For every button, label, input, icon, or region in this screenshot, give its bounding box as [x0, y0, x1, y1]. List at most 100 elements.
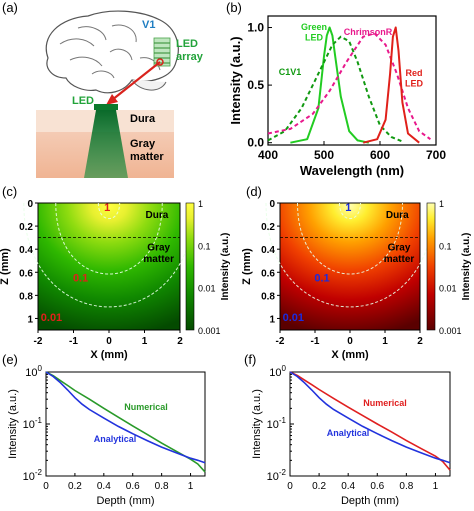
y-tick-label: 0.0 — [247, 136, 264, 150]
x-tick-label: -2 — [34, 336, 43, 347]
colorbar-tick-label: 1 — [439, 199, 444, 209]
y-axis-label: Z (mm) — [241, 248, 253, 285]
series-line — [289, 371, 451, 464]
y-tick-label: 0.8 — [261, 291, 275, 302]
dura-label: Dura — [146, 210, 169, 221]
y-tick-label: 10-2 — [23, 468, 43, 483]
contour-label: 1 — [104, 202, 110, 214]
gray-matter-label: Gray matter — [384, 242, 415, 265]
panel-label-d: (d) — [246, 184, 262, 199]
contour-label: 0.01 — [283, 312, 304, 324]
label-chrimsonr: ChrimsonR — [344, 27, 393, 37]
label-green-led: Green LED — [301, 22, 327, 42]
x-tick-label: 0 — [347, 336, 353, 347]
v1-label: V1 — [142, 19, 156, 31]
y-tick-label: 10-2 — [267, 468, 287, 483]
y-axis-label: Intensity (a.u.) — [251, 389, 263, 459]
colorbar — [426, 202, 436, 331]
y-tick-label: 0.5 — [247, 78, 264, 92]
y-tick-label: 0.4 — [19, 245, 33, 256]
x-tick-label: 0 — [287, 481, 293, 492]
series-label: Numerical — [124, 402, 168, 412]
label-red-led: Red LED — [405, 68, 424, 88]
y-tick-label: 0 — [269, 199, 275, 210]
dura-label: Dura — [386, 210, 409, 221]
panel-label-a: (a) — [2, 0, 18, 15]
y-tick-label: 100 — [25, 364, 42, 379]
x-axis-label: Depth (mm) — [96, 495, 154, 507]
contour-label: 0.01 — [41, 312, 62, 324]
y-tick-label: 0.8 — [19, 291, 33, 302]
heatmap-image — [279, 202, 421, 331]
heatmap-chart-d: Dura Gray matter 1 0.1 0.01 -2 -1 0 1 2 0 0.2 0.4 0.6 0… — [241, 199, 472, 361]
x-tick-label: 0 — [43, 481, 49, 492]
series-line — [362, 26, 420, 144]
series-label: Numerical — [363, 398, 407, 408]
series-line — [45, 371, 206, 464]
contour-0.1 — [55, 202, 163, 275]
x-tick-label: 1 — [188, 481, 194, 492]
x-tick-label: 1 — [142, 336, 148, 347]
x-axis-label: Wavelength (nm) — [300, 163, 404, 178]
depth-chart-f: 0 0.2 0.4 0.6 0.8 1 100 10-1 10-2 Depth (mm) Inten… — [251, 364, 451, 507]
y-axis-label: Intensity (a.u.) — [7, 389, 19, 459]
contour-label: 0.1 — [73, 273, 88, 285]
y-tick-label: 100 — [269, 364, 286, 379]
x-tick-label: -2 — [276, 336, 285, 347]
y-tick-label: 1.0 — [247, 21, 264, 35]
plot-frame — [289, 371, 451, 477]
colorbar-label: Intensity (a.u.) — [220, 233, 231, 301]
x-tick-label: 400 — [258, 148, 278, 162]
panel-label-f: (f) — [244, 352, 257, 367]
x-tick-label: 2 — [417, 336, 423, 347]
led-array-label: LED array — [176, 38, 203, 63]
heatmap-image — [37, 202, 181, 331]
colorbar-tick-label: 1 — [198, 199, 203, 209]
contour-label: 0.1 — [314, 273, 329, 285]
colorbar-tick-label: 0.001 — [439, 326, 462, 336]
heatmap-chart-c: Dura Gray matter 1 0.1 0.01 -2 -1 0 1 2 0 0.2 0.4 0.6 0… — [0, 199, 231, 361]
x-tick-label: 0.4 — [341, 481, 355, 492]
gray-matter-label: Gray matter — [143, 242, 174, 265]
panel-label-b: (b) — [226, 0, 242, 15]
contour-1 — [339, 202, 361, 220]
x-tick-label: 2 — [177, 336, 183, 347]
x-axis-label: X (mm) — [331, 349, 369, 361]
y-tick-label: 0 — [27, 199, 33, 210]
y-tick-label: 1 — [269, 314, 275, 325]
y-axis-label: Intensity (a.u.) — [228, 36, 243, 124]
x-axis-label: X (mm) — [90, 349, 128, 361]
y-tick-label: 1 — [27, 314, 33, 325]
x-tick-label: 0.4 — [97, 481, 111, 492]
y-tick-label: 10-1 — [267, 416, 287, 431]
colorbar-tick-label: 0.1 — [439, 241, 452, 251]
y-tick-label: 0.4 — [261, 245, 275, 256]
series-line — [45, 371, 206, 473]
x-tick-label: 500 — [314, 148, 334, 162]
panel-label-e: (e) — [2, 352, 18, 367]
x-tick-label: 0 — [106, 336, 112, 347]
colorbar-tick-label: 0.1 — [198, 241, 211, 251]
x-tick-label: -1 — [311, 336, 320, 347]
depth-chart-e: 0 0.2 0.4 0.6 0.8 1 100 10-1 10-2 Depth (mm) Inten… — [7, 364, 206, 507]
series-line — [267, 32, 431, 141]
x-tick-label: 1 — [433, 481, 439, 492]
y-tick-label: 0.2 — [19, 222, 33, 233]
panel-label-c: (c) — [2, 184, 18, 199]
y-tick-label: 0.2 — [261, 222, 275, 233]
y-tick-label: 0.6 — [19, 268, 33, 279]
colorbar — [185, 202, 195, 331]
dura-label: Dura — [130, 113, 156, 125]
series-line — [289, 371, 451, 471]
spectra-chart: 400 500 600 700 0.0 0.5 1.0 Wavelength (nm) Inte… — [228, 15, 446, 178]
x-tick-label: 600 — [370, 148, 390, 162]
contour-0.1 — [297, 202, 403, 275]
series-label: Analytical — [94, 434, 137, 444]
x-tick-label: 0.6 — [126, 481, 140, 492]
led-label: LED — [72, 95, 94, 107]
y-axis-label: Z (mm) — [0, 248, 11, 285]
x-tick-label: 700 — [426, 148, 446, 162]
x-tick-label: -1 — [69, 336, 78, 347]
x-tick-label: 0.2 — [68, 481, 82, 492]
